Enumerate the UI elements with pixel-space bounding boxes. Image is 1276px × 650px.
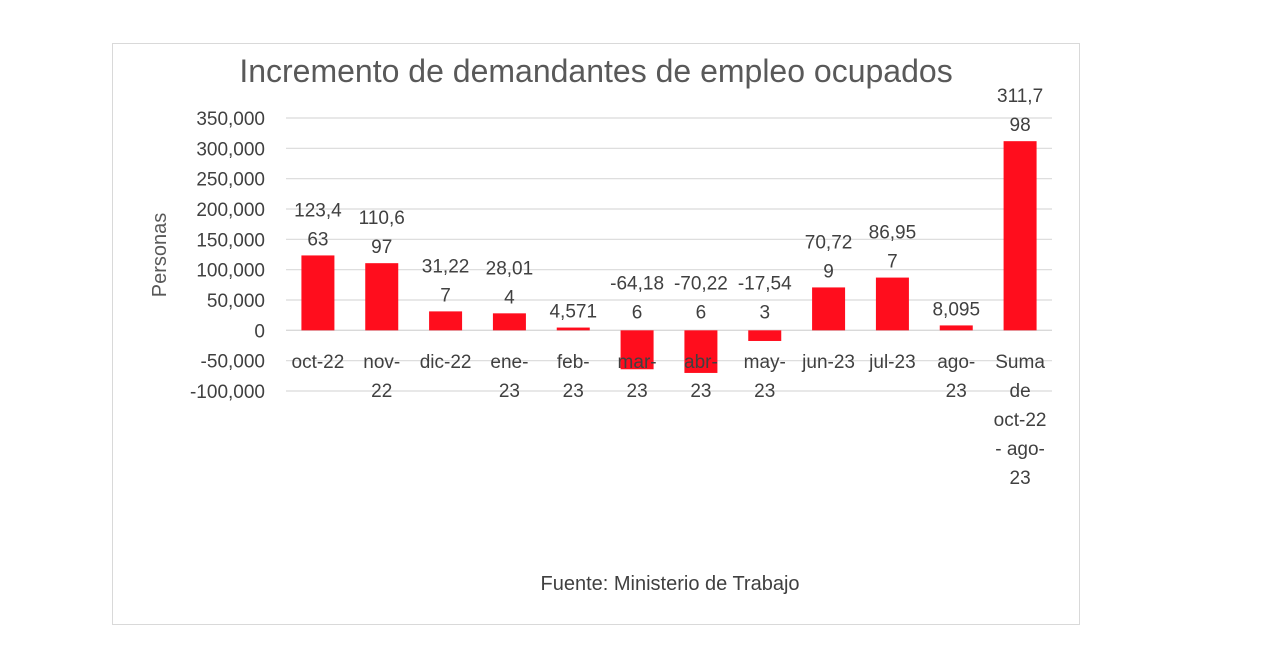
x-tick-label: may-23 — [744, 352, 786, 402]
x-tick-label: nov-22 — [363, 352, 400, 402]
data-label: 123,4 63 — [294, 200, 342, 250]
source-note: Fuente: Ministerio de Trabajo — [540, 573, 799, 595]
bar — [365, 263, 399, 331]
data-label: -17,54 3 — [738, 273, 792, 323]
x-tick-label: jul-23 — [868, 352, 915, 373]
x-tick-label: mar-23 — [618, 352, 657, 402]
y-tick-label: 0 — [254, 321, 265, 342]
y-tick-label: 50,000 — [207, 291, 265, 312]
y-tick-label: 300,000 — [196, 139, 265, 160]
x-tick-label: abr-23 — [684, 352, 718, 402]
data-label: -64,18 6 — [610, 273, 664, 323]
chart-frame — [112, 43, 1080, 625]
bar — [684, 330, 718, 373]
data-label: -70,22 6 — [674, 273, 728, 323]
x-tick-label: Suma de oct-22- ago-23 — [994, 352, 1047, 489]
x-tick-label: dic-22 — [420, 352, 472, 373]
y-axis-label: Personas — [149, 213, 171, 298]
bar — [1003, 141, 1037, 331]
bar — [301, 255, 335, 331]
data-label: 86,95 7 — [869, 223, 917, 273]
x-tick-label: ago-23 — [937, 352, 975, 402]
x-tick-label: jun-23 — [801, 352, 855, 373]
x-tick-label: ene-23 — [490, 352, 528, 402]
y-tick-label: -50,000 — [201, 352, 265, 373]
y-tick-label: 350,000 — [196, 109, 265, 130]
x-tick-label: feb-23 — [557, 352, 590, 402]
bar — [812, 287, 846, 331]
data-label: 110,6 97 — [359, 208, 405, 258]
bar — [429, 311, 463, 331]
bar — [939, 325, 973, 331]
y-tick-label: 200,000 — [196, 200, 265, 221]
bar — [748, 330, 782, 341]
y-tick-label: 150,000 — [196, 230, 265, 251]
y-tick-label: 250,000 — [196, 170, 265, 191]
y-tick-label: -100,000 — [190, 382, 265, 403]
data-label: 8,095 — [932, 299, 980, 320]
chart-title: Incremento de demandantes de empleo ocup… — [239, 53, 952, 89]
data-label: 28,01 4 — [486, 258, 534, 308]
data-label: 311,7 98 — [997, 86, 1043, 136]
data-label: 31,22 7 — [422, 256, 470, 306]
y-tick-label: 100,000 — [196, 261, 265, 282]
bar — [556, 327, 590, 331]
x-tick-label: oct-22 — [292, 352, 345, 373]
data-label: 4,571 — [549, 302, 597, 323]
bar — [492, 313, 526, 331]
bar — [875, 277, 909, 331]
bar — [620, 330, 654, 370]
data-label: 70,72 9 — [805, 232, 853, 282]
